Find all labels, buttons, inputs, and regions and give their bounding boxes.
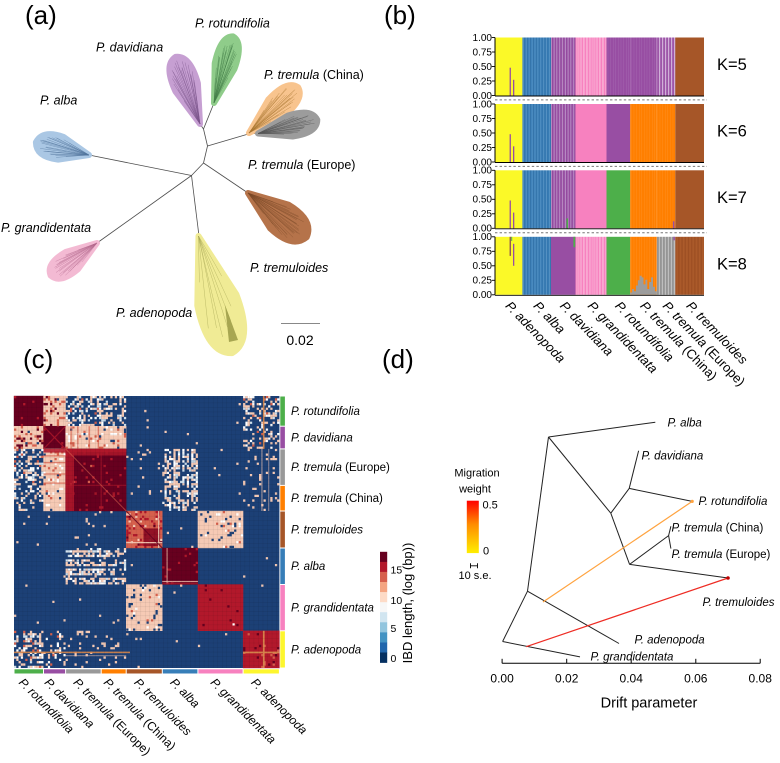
- svg-text:IBD length, (log (bp)): IBD length, (log (bp)): [400, 543, 415, 664]
- svg-text:0.5: 0.5: [483, 499, 498, 511]
- svg-text:P. grandidentata: P. grandidentata: [291, 603, 374, 615]
- svg-text:0.75: 0.75: [473, 247, 493, 258]
- svg-text:0.06: 0.06: [684, 672, 708, 686]
- svg-text:0: 0: [483, 546, 489, 558]
- svg-text:0.75: 0.75: [473, 180, 493, 191]
- svg-text:P. tremula (Europe): P. tremula (Europe): [248, 158, 355, 172]
- svg-text:0.25: 0.25: [473, 209, 493, 220]
- svg-text:K=5: K=5: [717, 56, 747, 74]
- svg-text:Drift parameter: Drift parameter: [601, 696, 698, 712]
- svg-text:0.50: 0.50: [473, 195, 493, 206]
- svg-text:P. tremula (China): P. tremula (China): [291, 493, 383, 505]
- svg-text:P. alba: P. alba: [668, 418, 702, 430]
- svg-text:0.02: 0.02: [555, 672, 579, 686]
- svg-text:1.00: 1.00: [473, 99, 493, 110]
- svg-text:K=6: K=6: [717, 123, 747, 141]
- svg-text:0.75: 0.75: [473, 47, 493, 58]
- svg-text:15: 15: [391, 564, 403, 576]
- svg-text:weight: weight: [458, 484, 491, 496]
- svg-text:P. adenopoda: P. adenopoda: [116, 306, 192, 320]
- svg-text:0.00: 0.00: [473, 290, 493, 301]
- svg-text:P. davidiana: P. davidiana: [642, 451, 704, 463]
- svg-text:0.25: 0.25: [473, 76, 493, 87]
- svg-text:0.04: 0.04: [620, 672, 644, 686]
- svg-text:P. grandidentata: P. grandidentata: [591, 652, 674, 664]
- svg-text:P. alba: P. alba: [40, 94, 77, 108]
- svg-text:0.08: 0.08: [749, 672, 773, 686]
- svg-text:1.00: 1.00: [473, 232, 493, 243]
- svg-text:P. adenopoda: P. adenopoda: [291, 644, 361, 656]
- svg-text:P. rotundifolia: P. rotundifolia: [291, 406, 360, 418]
- svg-text:P. adenopoda: P. adenopoda: [635, 635, 705, 647]
- svg-text:0.00: 0.00: [473, 224, 493, 235]
- svg-text:10 s.e.: 10 s.e.: [458, 570, 491, 582]
- svg-text:P. grandidentata: P. grandidentata: [1, 221, 91, 235]
- svg-text:0.00: 0.00: [490, 672, 514, 686]
- svg-text:10: 10: [391, 595, 403, 607]
- svg-text:0.50: 0.50: [473, 128, 493, 139]
- svg-text:P. alba: P. alba: [291, 561, 325, 573]
- svg-text:P. tremuloides: P. tremuloides: [703, 597, 775, 609]
- svg-text:1.00: 1.00: [473, 33, 493, 44]
- svg-text:P. tremula (China): P. tremula (China): [264, 68, 364, 82]
- svg-text:1.00: 1.00: [473, 166, 493, 177]
- svg-text:P. rotundifolia: P. rotundifolia: [195, 17, 270, 31]
- svg-text:P. tremula (Europe): P. tremula (Europe): [672, 549, 771, 561]
- svg-text:P. davidiana: P. davidiana: [96, 41, 163, 55]
- svg-text:0.50: 0.50: [473, 261, 493, 272]
- svg-text:P. tremula (China): P. tremula (China): [672, 523, 764, 535]
- svg-text:5: 5: [391, 623, 397, 635]
- svg-text:K=7: K=7: [717, 189, 747, 207]
- svg-text:0.50: 0.50: [473, 62, 493, 73]
- svg-text:0.02: 0.02: [286, 332, 313, 348]
- svg-text:P. tremuloides: P. tremuloides: [291, 525, 363, 537]
- svg-text:P. tremula (Europe): P. tremula (Europe): [291, 462, 390, 474]
- svg-text:P. rotundifolia: P. rotundifolia: [699, 496, 768, 508]
- svg-text:P. tremuloides: P. tremuloides: [250, 261, 328, 275]
- svg-text:0.75: 0.75: [473, 114, 493, 125]
- svg-text:K=8: K=8: [717, 255, 747, 273]
- svg-text:0.00: 0.00: [473, 157, 493, 168]
- svg-text:0: 0: [391, 653, 397, 665]
- svg-text:0.00: 0.00: [473, 91, 493, 102]
- svg-text:0.25: 0.25: [473, 276, 493, 287]
- svg-text:Migration: Migration: [454, 468, 499, 480]
- svg-text:P. davidiana: P. davidiana: [291, 433, 353, 445]
- svg-text:0.25: 0.25: [473, 143, 493, 154]
